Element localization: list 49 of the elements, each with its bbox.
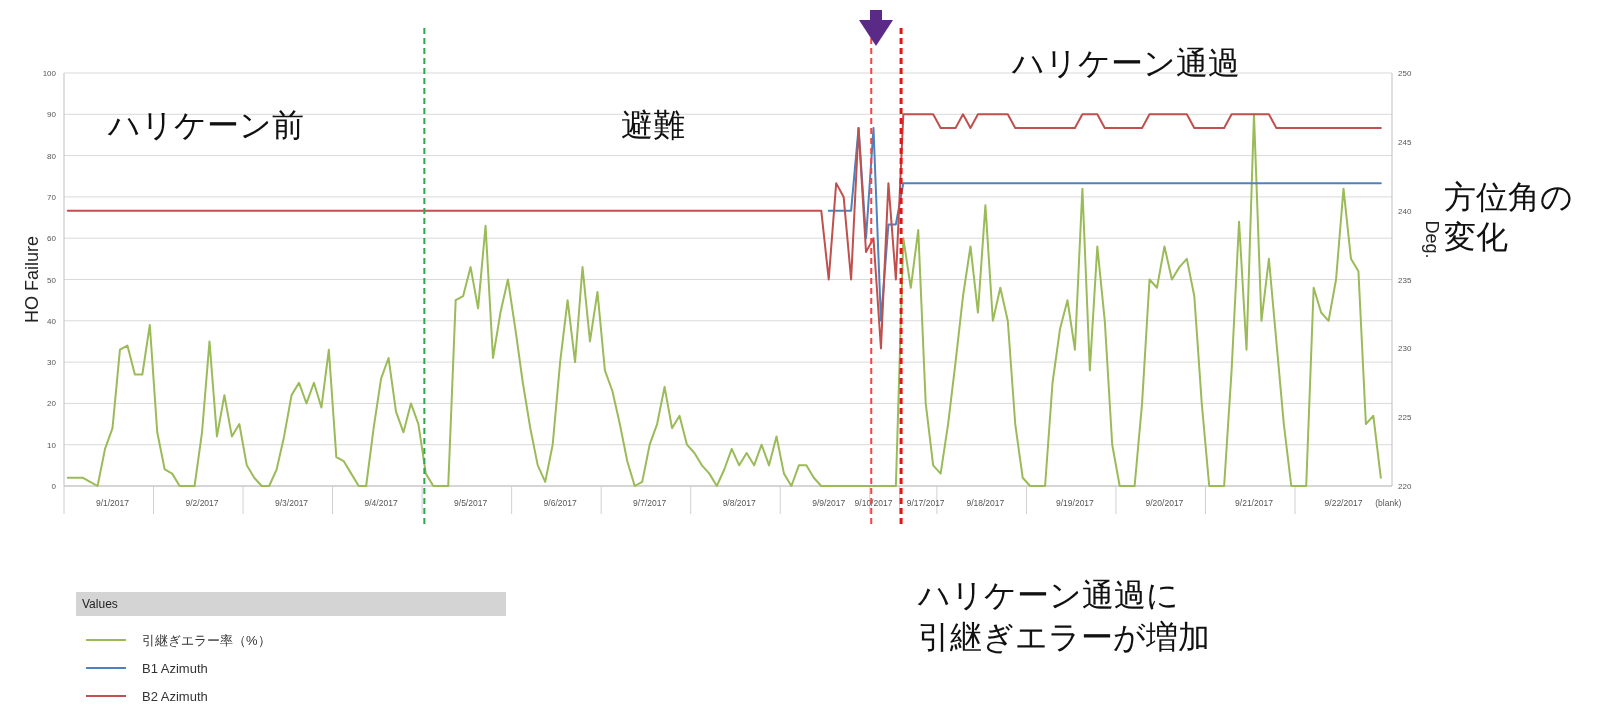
line-series [827, 127, 1382, 322]
x-tick-label: 9/3/2017 [275, 498, 309, 508]
y-tick-label: 100 [42, 69, 57, 78]
x-tick-label: 9/1/2017 [95, 498, 130, 508]
text: 方位角の [1444, 179, 1573, 215]
x-tick-label: 9/20/2017 [1145, 498, 1184, 508]
x-tick-label: (blank) [1375, 498, 1402, 508]
x-tick-label: 9/21/2017 [1235, 498, 1274, 508]
y-axis-title: HO Failure [22, 235, 42, 324]
y2-tick-label: 220 [1398, 482, 1412, 491]
x-tick-label: 9/2/2017 [185, 498, 219, 508]
text: ハリケーン通過に [917, 577, 1179, 613]
y-tick-label: 70 [47, 192, 57, 202]
y-tick-label: 90 [47, 110, 57, 120]
x-tick-label: 9/22/2017 [1324, 498, 1363, 508]
x-tick-label: 9/4/2017 [364, 498, 398, 508]
x-tick-label: 9/7/2017 [633, 498, 667, 508]
y-tick-label: 40 [47, 316, 57, 326]
y2-tick-label: 230 [1398, 344, 1412, 354]
legend-label: B2 Azimuth [142, 689, 208, 704]
annotation: ハリケーン前 [107, 107, 304, 143]
x-tick-label: 9/8/2017 [722, 498, 756, 508]
x-tick-label: 9/18/2017 [966, 498, 1005, 508]
text: 引継ぎエラーが増加 [918, 619, 1210, 655]
y-tick-label: 50 [47, 275, 57, 285]
y2-tick-label: 250 [1398, 69, 1412, 78]
y-tick-label: 20 [47, 399, 57, 409]
y2-axis-title: Deg. [1422, 220, 1442, 259]
y-tick-label: 0 [51, 482, 57, 491]
x-tick-label: 9/9/2017 [812, 498, 846, 508]
y2-tick-label: 225 [1398, 413, 1412, 423]
legend-label: B1 Azimuth [142, 661, 208, 676]
annotation: 避難 [621, 107, 685, 143]
x-tick-label: 9/10/2017 [854, 498, 893, 508]
legend-label: 引継ぎエラー率（%） [142, 633, 271, 648]
annotation: ハリケーン通過 [1011, 45, 1240, 81]
y-tick-label: 30 [47, 358, 57, 368]
y-tick-label: 80 [47, 151, 57, 161]
x-tick-label: 9/17/2017 [906, 498, 945, 508]
legend-title: Values [82, 597, 118, 611]
y2-tick-label: 240 [1398, 206, 1412, 216]
y2-tick-label: 235 [1398, 275, 1412, 285]
y-tick-label: 10 [47, 440, 57, 450]
y-tick-label: 60 [47, 234, 57, 244]
x-tick-label: 9/19/2017 [1056, 498, 1095, 508]
x-tick-label: 9/5/2017 [454, 498, 488, 508]
text: 変化 [1444, 219, 1508, 255]
y2-tick-label: 245 [1398, 137, 1412, 147]
x-tick-label: 9/6/2017 [543, 498, 577, 508]
